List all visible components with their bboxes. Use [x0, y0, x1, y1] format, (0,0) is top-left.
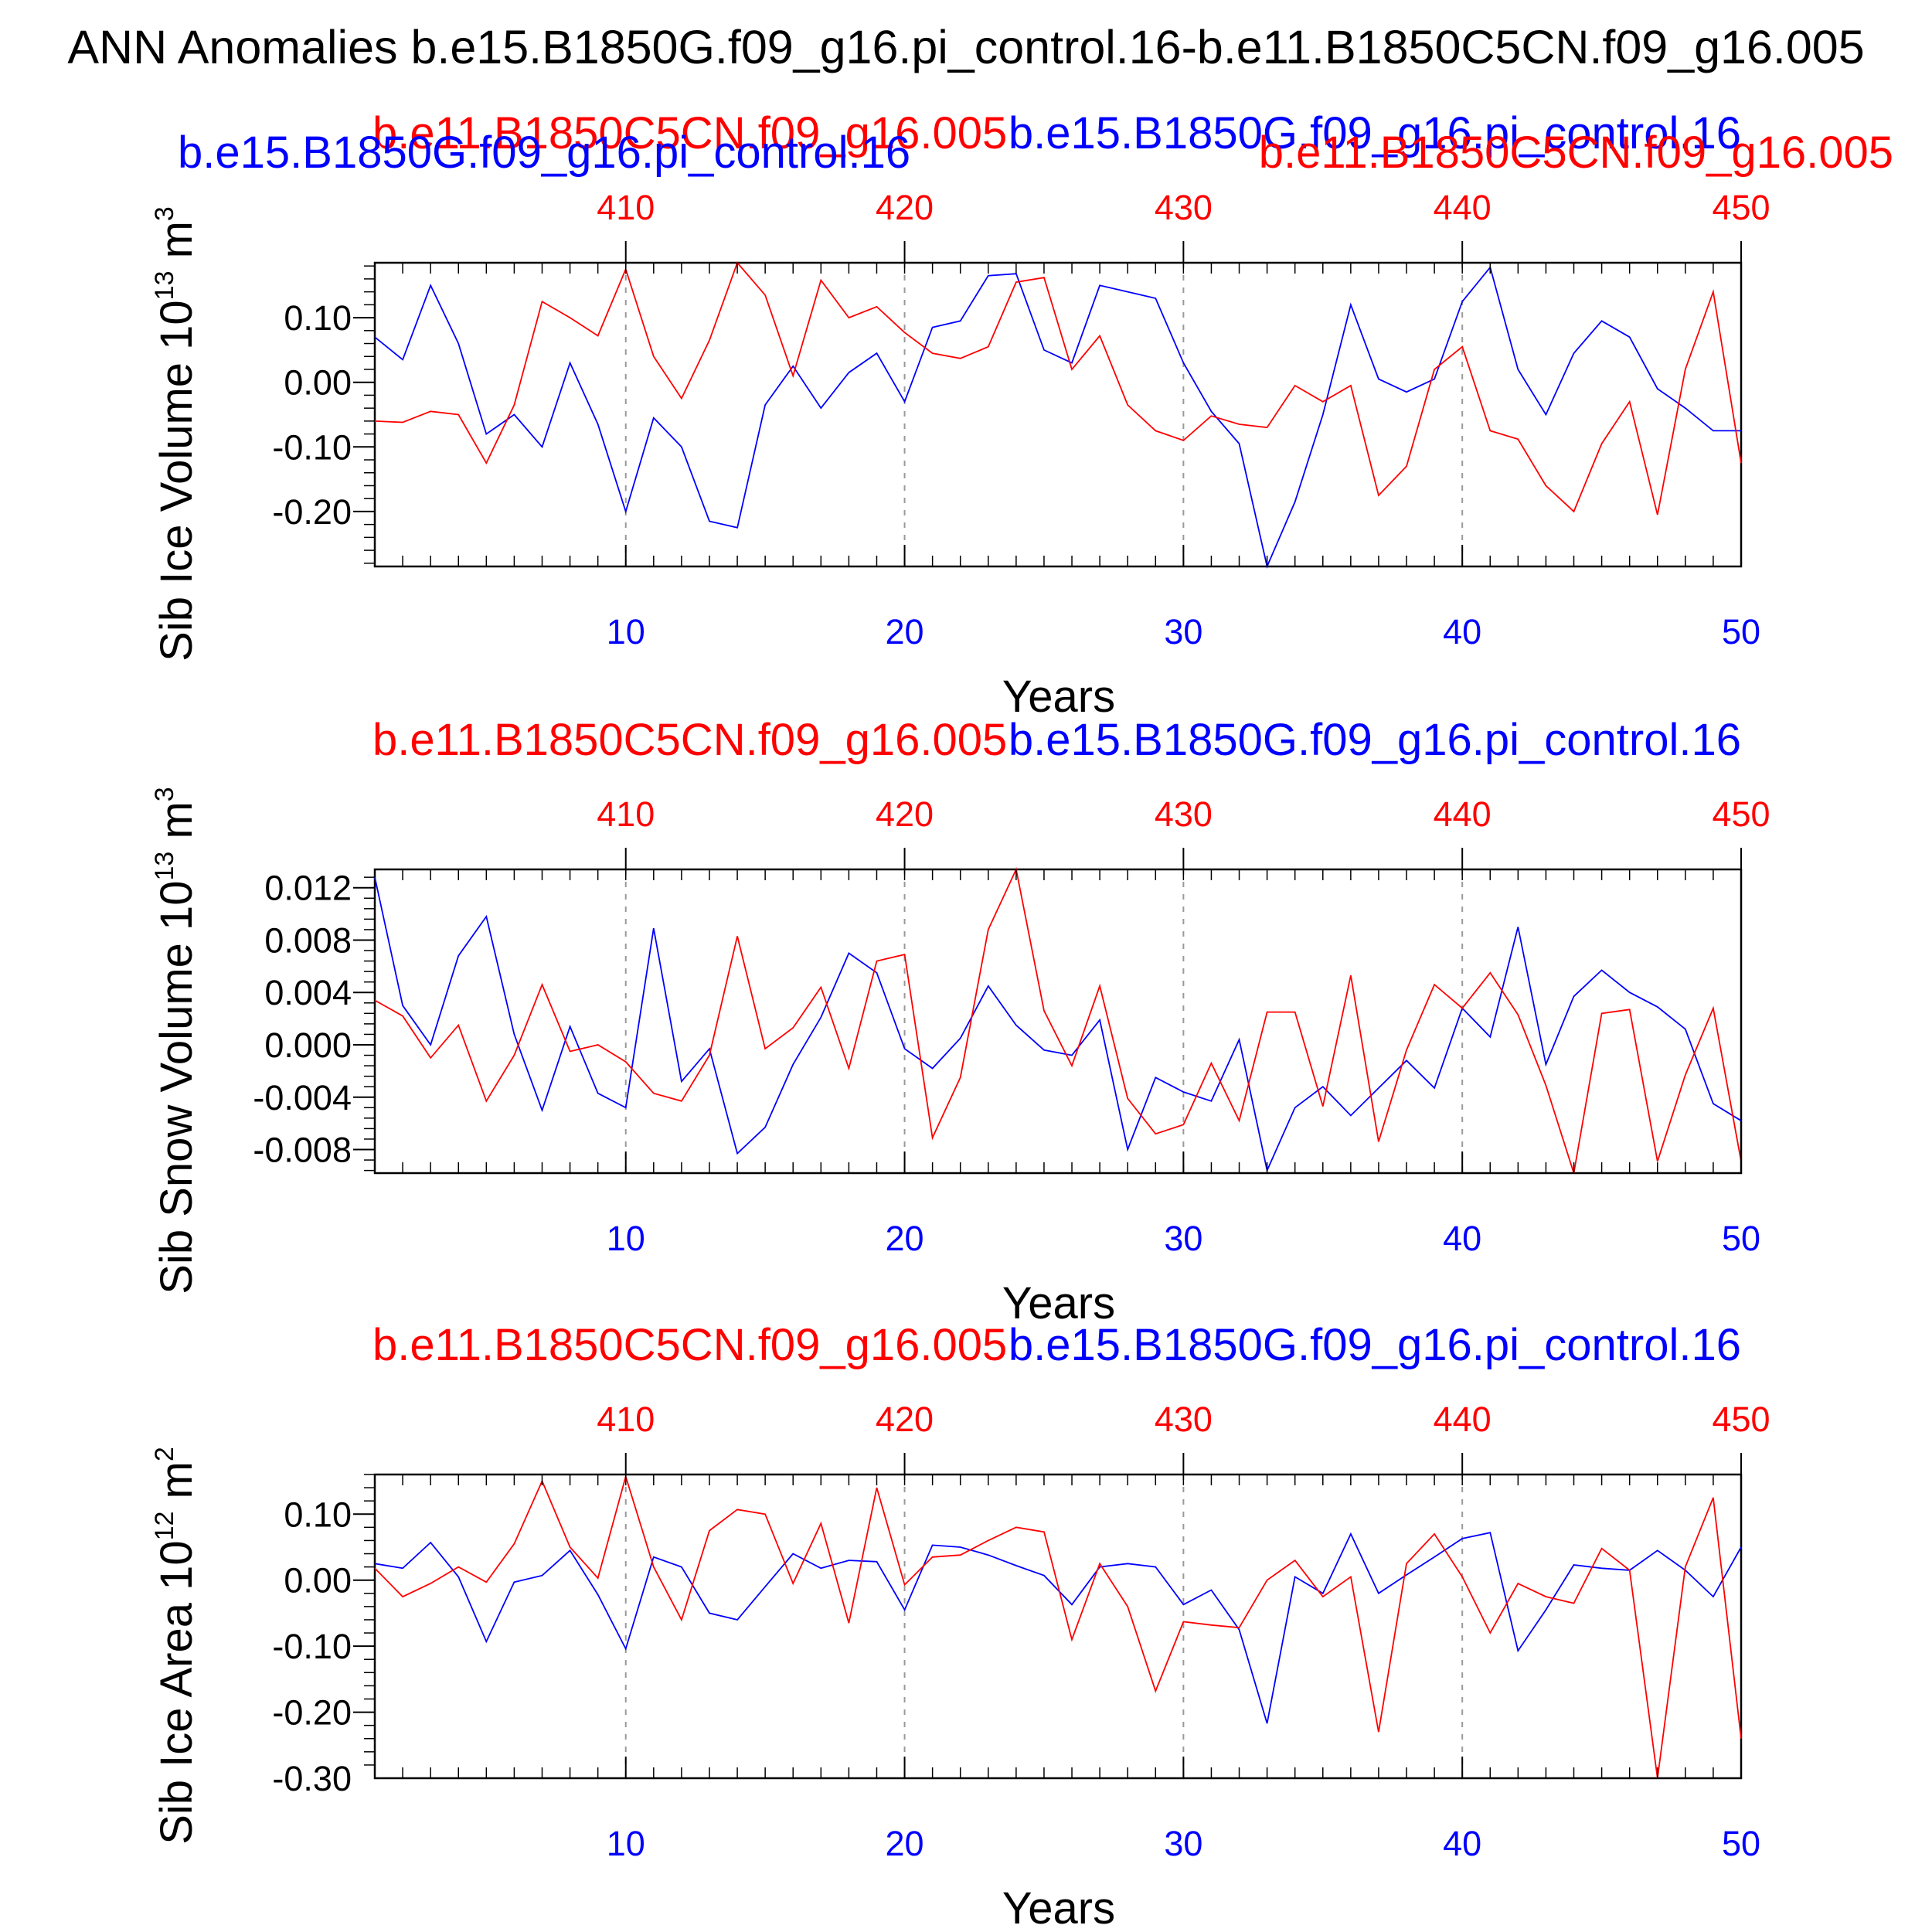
- x-tick-label-top: 420: [876, 794, 934, 834]
- y-tick-label: 0.00: [284, 363, 352, 403]
- y-axis-label-text: Sib Snow Volume 10: [151, 880, 202, 1294]
- y-axis-label-unit: m: [151, 221, 202, 270]
- x-tick-label-top: 450: [1712, 188, 1770, 227]
- panel-title-left: b.e11.B1850C5CN.f09_g16.005: [372, 715, 1007, 765]
- y-tick-label: -0.20: [272, 492, 352, 532]
- x-tick-label-bottom: 20: [886, 1219, 924, 1258]
- x-tick-label-bottom: 10: [607, 612, 645, 651]
- main-title: ANN Anomalies b.e15.B1850G.f09_g16.pi_co…: [67, 21, 1864, 73]
- y-axis-label-exponent: 12: [150, 1512, 179, 1541]
- y-axis-label-unit-exponent: 3: [150, 206, 179, 221]
- x-axis-label: Years: [1002, 672, 1115, 722]
- x-axis-label: Years: [1002, 1278, 1115, 1328]
- y-tick-label: 0.10: [284, 298, 352, 338]
- x-tick-label-bottom: 40: [1443, 612, 1481, 651]
- y-tick-label: -0.008: [253, 1131, 352, 1170]
- series-line-pi-control: [374, 265, 1741, 569]
- x-tick-label-bottom: 50: [1722, 612, 1760, 651]
- x-tick-label-top: 440: [1434, 1400, 1492, 1439]
- x-tick-label-bottom: 50: [1722, 1824, 1760, 1863]
- x-tick-label-bottom: 20: [886, 1824, 924, 1863]
- x-tick-label-top: 410: [597, 794, 655, 834]
- series-line-pi-control: [374, 877, 1742, 1173]
- x-axis-label: Years: [1002, 1883, 1115, 1932]
- x-tick-label-top: 440: [1434, 794, 1492, 834]
- x-tick-label-top: 430: [1155, 1400, 1213, 1439]
- y-axis-label: Sib Snow Volume 1013 m3: [150, 787, 202, 1294]
- panel-1: 10 410 20 420 30 430 40 440 50 450 -0.20 -0.10 0.00 0…: [150, 108, 1770, 722]
- x-tick-label-bottom: 20: [886, 612, 924, 651]
- y-tick-label: -0.10: [272, 1627, 352, 1666]
- y-axis-label-unit-exponent: 2: [150, 1447, 179, 1461]
- x-tick-label-top: 410: [597, 1400, 655, 1439]
- x-tick-label-bottom: 50: [1722, 1219, 1760, 1258]
- x-tick-label-top: 420: [876, 188, 934, 227]
- figure-top-left-label: b.e15.B1850G.f09_g16.pi_control.16: [178, 128, 910, 178]
- series-line-b1850c5cn: [374, 261, 1742, 515]
- x-tick-label-top: 410: [597, 188, 655, 227]
- y-tick-label: 0.000: [264, 1026, 352, 1065]
- x-tick-label-bottom: 30: [1164, 612, 1202, 651]
- panel-title-right: b.e15.B1850G.f09_g16.pi_control.16: [1009, 1320, 1741, 1370]
- y-tick-label: 0.10: [284, 1495, 352, 1534]
- series-line-b1850c5cn: [374, 1474, 1742, 1779]
- y-tick-label: -0.10: [272, 427, 352, 467]
- panel-title-right: b.e15.B1850G.f09_g16.pi_control.16: [1009, 108, 1741, 158]
- x-tick-label-bottom: 40: [1443, 1824, 1481, 1863]
- y-tick-label: 0.012: [264, 869, 352, 908]
- x-tick-label-top: 430: [1155, 794, 1213, 834]
- figure-top-right-label: b.e11.B1850C5CN.f09_g16.005: [1259, 128, 1893, 178]
- plot-frame: [373, 261, 1743, 568]
- panel-title-right: b.e15.B1850G.f09_g16.pi_control.16: [1009, 715, 1741, 765]
- x-tick-label-bottom: 30: [1164, 1824, 1202, 1863]
- panel-2: 10 410 20 420 30 430 40 440 50 450 -0.008 -0.004 0.0…: [150, 715, 1770, 1328]
- y-axis-label-unit: m: [151, 1461, 202, 1511]
- plot-frame: [373, 1473, 1743, 1780]
- y-tick-label: -0.30: [272, 1759, 352, 1798]
- x-tick-label-bottom: 10: [607, 1824, 645, 1863]
- x-tick-label-top: 440: [1434, 188, 1492, 227]
- y-tick-label: -0.004: [253, 1078, 352, 1117]
- x-tick-label-top: 450: [1712, 794, 1770, 834]
- y-axis-label-text: Sib Ice Volume 10: [151, 300, 202, 662]
- chart-panels: 1041020420304304044050450-0.20-0.100.000…: [150, 108, 1770, 1932]
- y-axis-label-unit: m: [151, 801, 202, 851]
- panel-title-left: b.e11.B1850C5CN.f09_g16.005: [372, 108, 1007, 158]
- x-tick-label-top: 430: [1155, 188, 1213, 227]
- series-line-b1850c5cn: [374, 867, 1742, 1174]
- x-tick-label-top: 450: [1712, 1400, 1770, 1439]
- y-axis-label: Sib Ice Volume 1013 m3: [150, 206, 202, 662]
- panel-3: 10 410 20 420 30 430 40 440 50 450 -0.30 -0.20 -0.10…: [150, 1320, 1770, 1932]
- y-axis-label-text: Sib Ice Area 10: [151, 1540, 202, 1844]
- x-tick-label-bottom: 10: [607, 1219, 645, 1258]
- panel-title-left: b.e11.B1850C5CN.f09_g16.005: [372, 1320, 1007, 1370]
- y-axis-label-exponent: 13: [150, 271, 179, 301]
- x-tick-label-top: 420: [876, 1400, 934, 1439]
- x-tick-label-bottom: 30: [1164, 1219, 1202, 1258]
- series-line-pi-control: [374, 1532, 1742, 1724]
- x-tick-label-bottom: 40: [1443, 1219, 1481, 1258]
- y-axis-label-unit-exponent: 3: [150, 787, 179, 801]
- y-tick-label: -0.20: [272, 1693, 352, 1733]
- y-tick-label: 0.00: [284, 1561, 352, 1600]
- y-tick-label: 0.008: [264, 920, 352, 960]
- y-tick-label: 0.004: [264, 973, 352, 1012]
- y-axis-label-exponent: 13: [150, 852, 179, 881]
- y-axis-label: Sib Ice Area 1012 m2: [150, 1447, 202, 1845]
- plot-frame: [373, 868, 1743, 1175]
